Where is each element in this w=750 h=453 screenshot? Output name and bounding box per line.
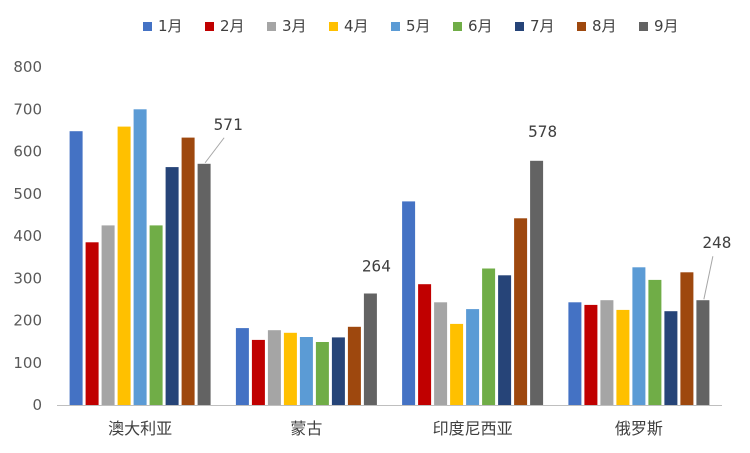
bar: [696, 300, 710, 405]
y-tick-label: 100: [13, 354, 42, 372]
bar: [363, 293, 377, 405]
bar: [418, 284, 432, 405]
bar: [149, 225, 163, 405]
data-label: 264: [362, 256, 391, 275]
bar: [347, 326, 361, 405]
bar: [251, 339, 265, 405]
legend-swatch: [329, 22, 338, 31]
data-label: 571: [214, 115, 243, 134]
bar: [101, 225, 115, 405]
data-label: 578: [528, 122, 557, 141]
legend-label: 6月: [468, 17, 493, 35]
bar: [197, 163, 211, 405]
bar: [69, 131, 83, 405]
data-label-leader: [703, 256, 714, 300]
x-tick-label: 蒙古: [290, 419, 322, 438]
legend-label: 3月: [282, 17, 307, 35]
bar: [514, 218, 528, 405]
legend-label: 8月: [592, 17, 617, 35]
bar: [482, 268, 496, 405]
bar: [568, 302, 582, 405]
y-tick-label: 800: [13, 58, 42, 76]
bars: [69, 109, 710, 406]
legend-swatch: [143, 22, 152, 31]
legend-swatch: [639, 22, 648, 31]
x-axis: 澳大利亚 蒙古 印度尼西亚 俄罗斯: [57, 405, 722, 438]
bar: [267, 330, 281, 405]
bar: [632, 267, 646, 405]
bar: [450, 323, 464, 405]
bar: [117, 126, 131, 405]
x-tick-label: 印度尼西亚: [433, 419, 513, 438]
bar: [402, 201, 416, 405]
y-axis: 0 100 200 300 400 500 600 700 800: [13, 58, 42, 414]
y-tick-label: 0: [32, 396, 42, 414]
bar: [315, 342, 329, 405]
legend: 1月 2月 3月 4月 5月 6月 7月 8月 9月: [143, 17, 679, 35]
legend-swatch: [515, 22, 524, 31]
bar: [498, 275, 512, 405]
legend-label: 1月: [158, 17, 183, 35]
legend-swatch: [453, 22, 462, 31]
legend-swatch: [577, 22, 586, 31]
x-tick-label: 俄罗斯: [615, 419, 663, 438]
y-tick-label: 600: [13, 143, 42, 161]
legend-swatch: [267, 22, 276, 31]
bar: [331, 337, 345, 405]
legend-label: 2月: [220, 17, 245, 35]
data-labels: 571 264 578 248: [204, 115, 731, 300]
bar: [85, 242, 99, 405]
legend-label: 7月: [530, 17, 555, 35]
bar: [648, 279, 662, 405]
y-tick-label: 400: [13, 227, 42, 245]
legend-swatch: [205, 22, 214, 31]
bar: [235, 328, 249, 405]
bar: [680, 272, 694, 405]
bar: [165, 167, 179, 405]
legend-swatch: [391, 22, 400, 31]
bar: [299, 337, 313, 405]
data-label: 248: [702, 233, 731, 252]
legend-label: 4月: [344, 17, 369, 35]
bar: [616, 309, 630, 405]
y-tick-label: 500: [13, 185, 42, 203]
y-tick-label: 200: [13, 312, 42, 330]
legend-label: 9月: [654, 17, 679, 35]
legend-label: 5月: [406, 17, 431, 35]
bar: [434, 302, 448, 405]
x-tick-label: 澳大利亚: [108, 419, 172, 438]
bar: [466, 309, 480, 405]
bar: [600, 300, 614, 405]
bar: [283, 332, 297, 405]
y-tick-label: 300: [13, 269, 42, 287]
bar: [584, 304, 598, 405]
bar: [530, 160, 544, 405]
bar: [181, 137, 195, 405]
bar: [133, 109, 147, 406]
y-tick-label: 700: [13, 100, 42, 118]
data-label-leader: [204, 137, 225, 164]
bar: [664, 311, 678, 405]
